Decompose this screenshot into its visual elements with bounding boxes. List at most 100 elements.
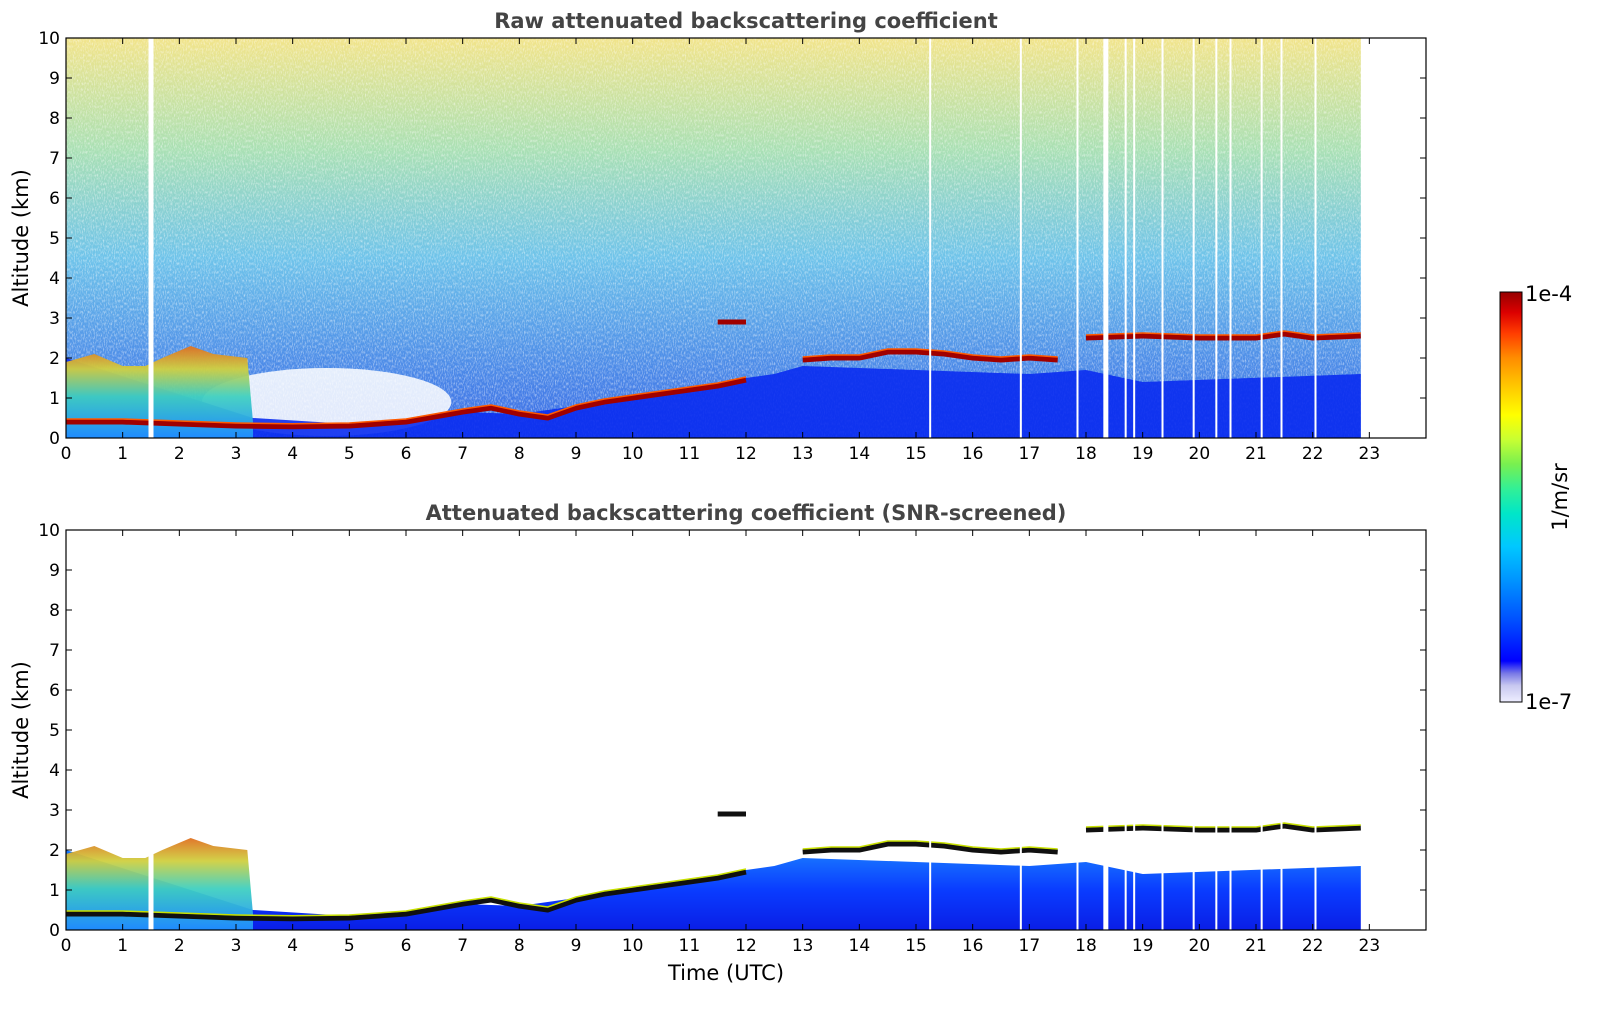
x-tick-label: 1 (117, 444, 128, 464)
x-tick-label: 23 (1359, 444, 1381, 464)
boundary-layer (66, 358, 1361, 438)
boundary-layer (66, 850, 1361, 930)
x-tick-label: 11 (679, 936, 701, 956)
plot-area (66, 38, 1361, 438)
x-tick-label: 7 (457, 936, 468, 956)
x-tick-label: 23 (1359, 936, 1381, 956)
y-tick-label: 6 (49, 681, 60, 701)
x-tick-label: 21 (1245, 936, 1267, 956)
x-tick-label: 5 (344, 936, 355, 956)
data-gap (1019, 530, 1022, 930)
x-tick-label: 10 (622, 444, 644, 464)
cloud-layer-edge-3 (1085, 822, 1361, 828)
y-tick-label: 9 (49, 69, 60, 89)
data-gap (1280, 38, 1283, 438)
x-tick-label: 17 (1019, 936, 1041, 956)
x-tick-label: 18 (1075, 936, 1097, 956)
data-gap (148, 530, 154, 930)
x-tick-label: 4 (287, 444, 298, 464)
x-tick-label: 22 (1302, 936, 1324, 956)
data-gap (1161, 38, 1164, 438)
y-tick-label: 7 (49, 149, 60, 169)
x-tick-label: 5 (344, 444, 355, 464)
y-tick-label: 10 (38, 521, 60, 541)
x-tick-label: 15 (905, 444, 927, 464)
data-gap (929, 530, 932, 930)
x-tick-label: 14 (849, 444, 871, 464)
data-gap (1229, 38, 1232, 438)
x-tick-label: 20 (1189, 444, 1211, 464)
data-gap (1124, 530, 1127, 930)
x-tick-label: 0 (61, 444, 72, 464)
y-axis-label: Altitude (km) (9, 169, 33, 307)
y-tick-label: 4 (49, 761, 60, 781)
x-tick-label: 9 (571, 936, 582, 956)
low-clouds (66, 346, 253, 438)
x-tick-label: 13 (792, 936, 814, 956)
x-tick-label: 9 (571, 444, 582, 464)
data-gap (1314, 38, 1317, 438)
data-gap (1076, 38, 1079, 438)
x-tick-label: 18 (1075, 444, 1097, 464)
cloud-layer-segment-3 (1085, 331, 1361, 341)
x-tick-label: 8 (514, 444, 525, 464)
data-gap (1124, 38, 1127, 438)
x-tick-label: 21 (1245, 444, 1267, 464)
data-gap (1161, 530, 1164, 930)
x-tick-label: 12 (735, 444, 757, 464)
panels: Raw attenuated backscattering coefficien… (9, 9, 1427, 985)
colorbar: 1e-4 1e-7 1/m/sr (1499, 282, 1572, 714)
x-tick-label: 16 (962, 936, 984, 956)
data-gap (1260, 530, 1263, 930)
data-gap (1103, 530, 1109, 930)
y-tick-label: 3 (49, 801, 60, 821)
data-gap (929, 38, 932, 438)
x-tick-label: 6 (401, 936, 412, 956)
x-tick-label: 13 (792, 444, 814, 464)
x-tick-label: 3 (231, 936, 242, 956)
y-tick-label: 8 (49, 109, 60, 129)
x-tick-label: 1 (117, 936, 128, 956)
x-tick-label: 19 (1132, 936, 1154, 956)
panel-1: Raw attenuated backscattering coefficien… (9, 9, 1427, 464)
data-gap (1133, 530, 1136, 930)
y-tick-label: 7 (49, 641, 60, 661)
plot-area (66, 530, 1361, 930)
data-gap (1192, 530, 1195, 930)
x-tick-label: 2 (174, 444, 185, 464)
x-tick-label: 7 (457, 444, 468, 464)
y-tick-label: 5 (49, 721, 60, 741)
y-tick-label: 6 (49, 189, 60, 209)
x-tick-label: 3 (231, 444, 242, 464)
chart-title: Raw attenuated backscattering coefficien… (494, 9, 998, 33)
y-tick-label: 1 (49, 881, 60, 901)
data-gap (1215, 530, 1218, 930)
chart-title: Attenuated backscattering coefficient (S… (426, 501, 1067, 525)
x-tick-label: 2 (174, 936, 185, 956)
y-tick-label: 4 (49, 269, 60, 289)
data-gap (1314, 530, 1317, 930)
x-tick-label: 4 (287, 936, 298, 956)
x-tick-label: 14 (849, 936, 871, 956)
data-gap (1019, 38, 1022, 438)
x-tick-label: 17 (1019, 444, 1041, 464)
y-axis-label: Altitude (km) (9, 661, 33, 799)
cloud-layer-edge-1 (66, 868, 747, 917)
y-tick-label: 3 (49, 309, 60, 329)
cloud-layer-segment-1 (66, 869, 747, 922)
y-tick-label: 9 (49, 561, 60, 581)
cloud-layer-edge-3 (1085, 330, 1361, 336)
data-gap (148, 38, 154, 438)
cloud-layer-edge-1 (66, 376, 747, 425)
x-tick-label: 10 (622, 936, 644, 956)
panel-2: Attenuated backscattering coefficient (S… (9, 501, 1427, 985)
y-tick-label: 2 (49, 349, 60, 369)
x-tick-label: 0 (61, 936, 72, 956)
y-tick-label: 8 (49, 601, 60, 621)
colorbar-unit-label: 1/m/sr (1548, 463, 1572, 531)
x-tick-label: 15 (905, 936, 927, 956)
data-gap (1192, 38, 1195, 438)
x-tick-label: 6 (401, 444, 412, 464)
colorbar-min-label: 1e-7 (1525, 690, 1572, 714)
data-gap (1103, 38, 1109, 438)
